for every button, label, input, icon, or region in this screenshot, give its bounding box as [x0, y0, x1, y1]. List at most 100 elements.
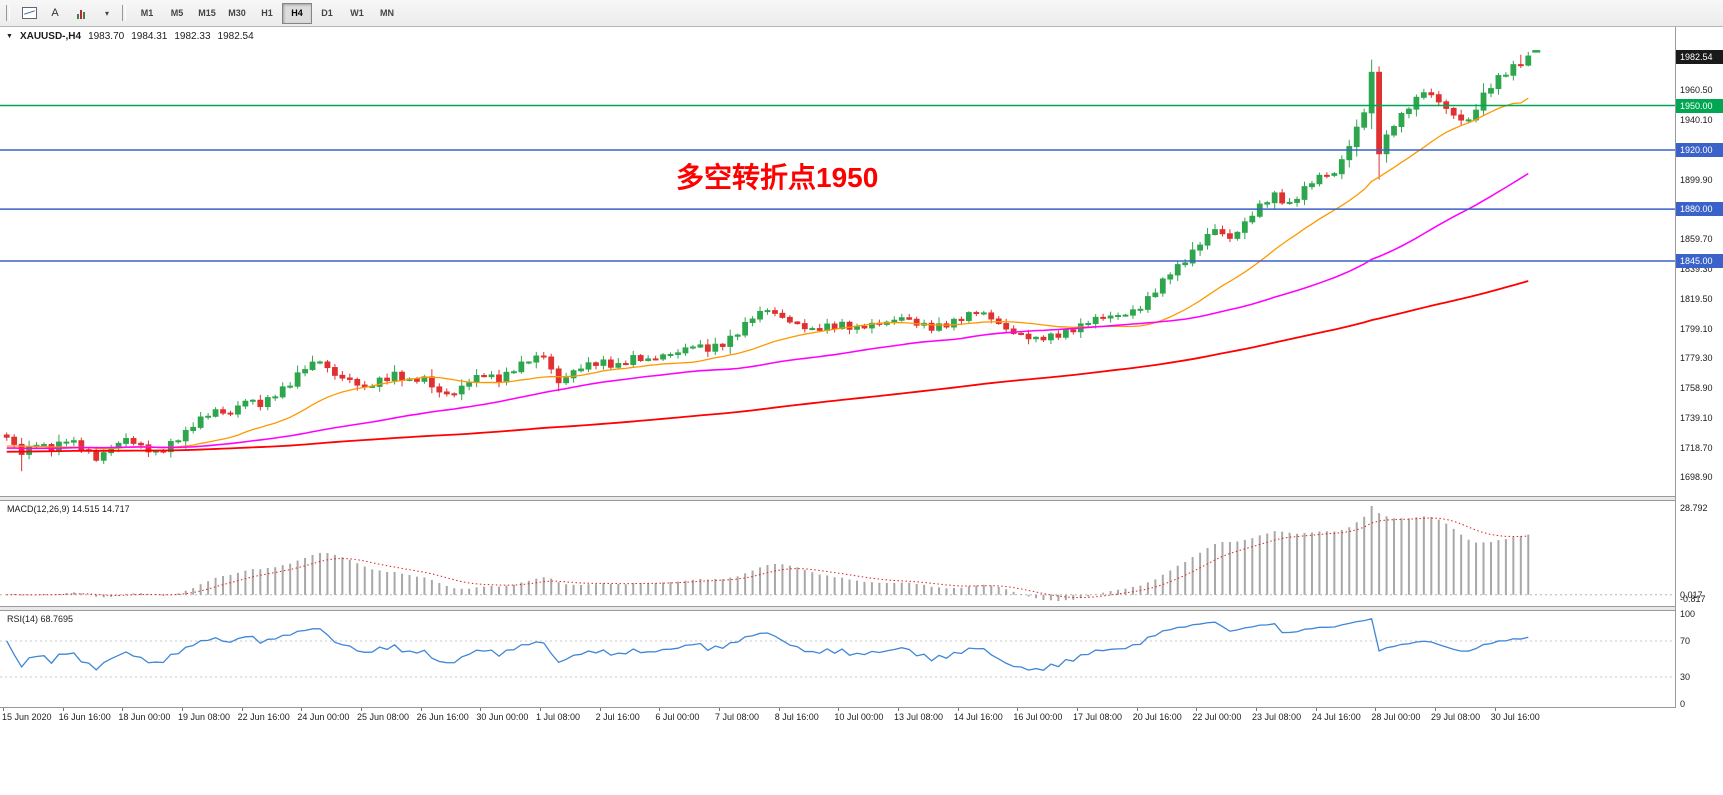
time-tick [838, 708, 840, 711]
time-axis-label: 16 Jul 00:00 [1013, 712, 1063, 722]
rsi-panel[interactable] [0, 611, 1675, 707]
high-price-label: 1984.31 [131, 31, 168, 42]
symbol-period-label: XAUUSD-,H4 [19, 31, 82, 42]
timeframe-button-h4[interactable]: H4 [282, 2, 312, 24]
timeframe-button-group: M1 M5 M15 M30 H1 H4 D1 W1 MN [132, 2, 402, 24]
timeframe-button-h1[interactable]: H1 [261, 8, 273, 18]
time-axis-label: 17 Jul 08:00 [1073, 712, 1123, 722]
timeframe-button-w1[interactable]: W1 [350, 8, 364, 18]
rsi-axis-label: 70 [1680, 636, 1691, 646]
rsi-axis-label: 100 [1680, 609, 1696, 619]
price-axis-label: 1758.90 [1680, 383, 1713, 394]
time-tick [361, 708, 362, 711]
price-axis-label: 1859.70 [1680, 234, 1713, 245]
price-axis-label: 1960.50 [1680, 84, 1713, 95]
time-tick [1196, 708, 1198, 711]
time-tick [1136, 708, 1138, 711]
toolbar-grip[interactable] [122, 5, 126, 21]
time-tick [599, 708, 601, 711]
price-line-badge-1880.00: 1880.00 [1676, 202, 1723, 217]
time-axis-label: 30 Jun 00:00 [476, 712, 529, 722]
price-line-badge-1920.00: 1920.00 [1676, 142, 1723, 157]
time-tick [3, 708, 4, 711]
time-axis-label: 8 Jul 16:00 [774, 712, 819, 722]
panel-splitter[interactable] [0, 496, 1723, 501]
time-tick [778, 708, 780, 711]
current-price-badge: 1982.54 [1676, 50, 1723, 65]
macd-indicator-label: MACD(12,26,9) 14.515 14.717 [5, 504, 132, 514]
price-axis-label: 1718.70 [1680, 443, 1713, 454]
time-axis-label: 19 Jun 08:00 [178, 712, 231, 722]
time-axis-label: 15 Jun 2020 [2, 712, 52, 722]
toolbar: A ▾ M1 M5 M15 M30 H1 H4 D1 W1 MN [0, 0, 1723, 27]
chart-window-button[interactable] [17, 2, 41, 24]
chart-window-icon [21, 7, 37, 19]
time-axis-label: 7 Jul 08:00 [715, 712, 760, 722]
time-tick [1077, 708, 1079, 711]
time-tick [1494, 708, 1496, 711]
timeframe-button-m1[interactable]: M1 [140, 8, 154, 18]
time-tick [540, 708, 541, 711]
chart-area[interactable]: ▼ XAUUSD-,H4 1983.70 1984.31 1982.33 198… [0, 27, 1723, 795]
time-axis-label: 13 Jul 08:00 [894, 712, 944, 722]
time-axis-label: 22 Jun 16:00 [237, 712, 290, 722]
price-axis-label: 1839.30 [1680, 264, 1713, 275]
time-tick [659, 708, 661, 711]
time-axis-label: 25 Jun 08:00 [357, 712, 410, 722]
rsi-axis-label: 30 [1680, 672, 1691, 682]
chart-annotation-text[interactable]: 多空转折点1950 [676, 162, 879, 193]
timeframe-button-mn[interactable]: MN [380, 8, 394, 18]
time-axis-label: 1 Jul 08:00 [536, 712, 581, 722]
time-axis-label: 6 Jul 00:00 [655, 712, 700, 722]
price-axis-label: 1819.50 [1680, 293, 1713, 304]
timeframe-button-m5[interactable]: M5 [170, 8, 184, 18]
chart-type-button[interactable] [69, 2, 93, 24]
price-line-badge-1950.00: 1950.00 [1676, 98, 1723, 113]
price-axis-label: 1779.30 [1680, 353, 1713, 364]
time-axis-label: 14 Jul 16:00 [953, 712, 1003, 722]
price-axis[interactable]: 1960.50 1940.10 1899.90 1859.70 1839.30 1819.… [1675, 27, 1723, 709]
time-axis-label: 26 Jun 16:00 [416, 712, 469, 722]
time-tick [122, 708, 124, 711]
open-price-label: 1983.70 [88, 31, 125, 42]
time-axis-label: 22 Jul 00:00 [1192, 712, 1242, 722]
main-chart[interactable] [0, 27, 1675, 496]
panel-splitter[interactable] [0, 606, 1723, 611]
time-axis-label: 28 Jul 00:00 [1371, 712, 1421, 722]
indicators-dropdown-button[interactable]: ▾ [95, 2, 119, 24]
price-axis-label: 1799.10 [1680, 323, 1713, 334]
chevron-down-icon: ▾ [104, 8, 109, 18]
time-axis[interactable]: 15 Jun 2020 16 Jun 16:00 18 Jun 00:00 19 Ju… [0, 708, 1675, 727]
time-tick [898, 708, 900, 711]
time-axis-label: 16 Jun 16:00 [58, 712, 111, 722]
bar-chart-icon [77, 8, 85, 19]
low-price-label: 1982.33 [174, 31, 211, 42]
time-axis-line [0, 707, 1723, 708]
macd-panel[interactable] [0, 501, 1675, 606]
toolbar-grip[interactable] [6, 5, 10, 21]
time-tick [719, 708, 721, 711]
rsi-indicator-label: RSI(14) 68.7695 [5, 614, 76, 624]
time-tick [480, 708, 482, 711]
time-tick [62, 708, 64, 711]
timeframe-button-m15[interactable]: M15 [198, 8, 216, 18]
time-tick [957, 708, 959, 711]
macd-axis-label: 0.017 [1680, 589, 1703, 600]
text-label-tool-button[interactable]: A [43, 2, 67, 24]
time-tick [420, 708, 422, 711]
time-tick [1256, 708, 1258, 711]
price-axis-label: 1899.90 [1680, 174, 1713, 185]
rsi-axis-label: 0 [1680, 699, 1686, 709]
macd-axis-label: -0.817 [1680, 594, 1706, 604]
time-axis-label: 24 Jun 00:00 [297, 712, 350, 722]
time-axis-label: 23 Jul 08:00 [1252, 712, 1302, 722]
time-axis-label: 10 Jul 00:00 [834, 712, 884, 722]
symbol-dropdown-icon[interactable]: ▼ [6, 33, 13, 40]
timeframe-button-d1[interactable]: D1 [321, 8, 333, 18]
timeframe-button-m30[interactable]: M30 [228, 8, 246, 18]
chart-ohlc-title: ▼ XAUUSD-,H4 1983.70 1984.31 1982.33 198… [6, 31, 254, 42]
time-tick [1375, 708, 1377, 711]
time-axis-label: 18 Jun 00:00 [118, 712, 171, 722]
time-axis-label: 20 Jul 16:00 [1132, 712, 1182, 722]
time-axis-label: 30 Jul 16:00 [1490, 712, 1540, 722]
